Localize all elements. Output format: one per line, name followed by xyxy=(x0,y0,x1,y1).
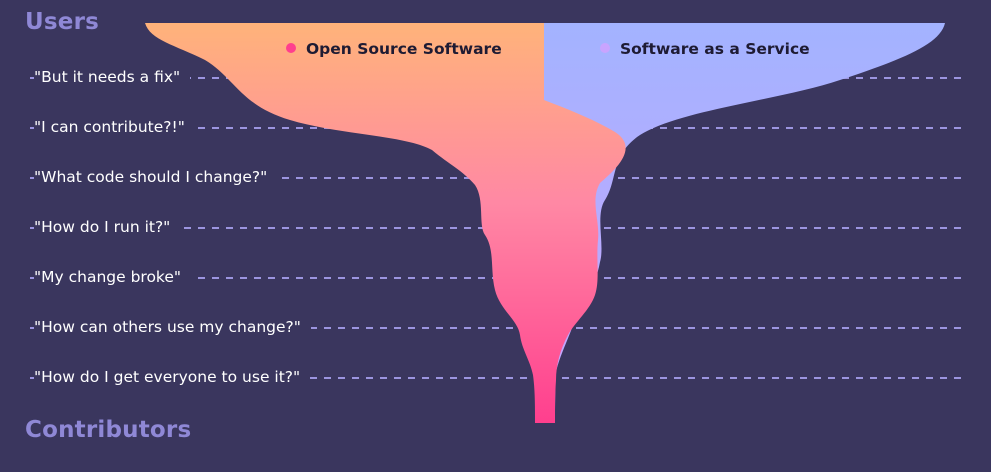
oss-funnel-shape xyxy=(145,23,626,423)
saas-funnel-shape xyxy=(544,23,945,423)
legend-oss-label: Open Source Software xyxy=(306,40,502,58)
contributors-heading: Contributors xyxy=(25,417,192,443)
legend-saas-label: Software as a Service xyxy=(620,40,810,58)
row-label-needs-fix: "But it needs a fix" xyxy=(34,67,191,87)
legend-oss: Open Source Software xyxy=(286,39,502,59)
legend-saas: Software as a Service xyxy=(600,39,810,59)
oss-legend-dot-icon xyxy=(286,43,296,53)
row-label-what-code: "What code should I change?" xyxy=(34,167,278,187)
row-label-change-broke: "My change broke" xyxy=(34,267,192,287)
row-label-can-contribute: "I can contribute?!" xyxy=(34,117,195,137)
row-label-everyone-use: "How do I get everyone to use it?" xyxy=(34,367,311,387)
users-heading: Users xyxy=(25,9,99,35)
row-label-how-run: "How do I run it?" xyxy=(34,217,181,237)
row-label-others-use: "How can others use my change?" xyxy=(34,317,311,337)
saas-legend-dot-icon xyxy=(600,43,610,53)
